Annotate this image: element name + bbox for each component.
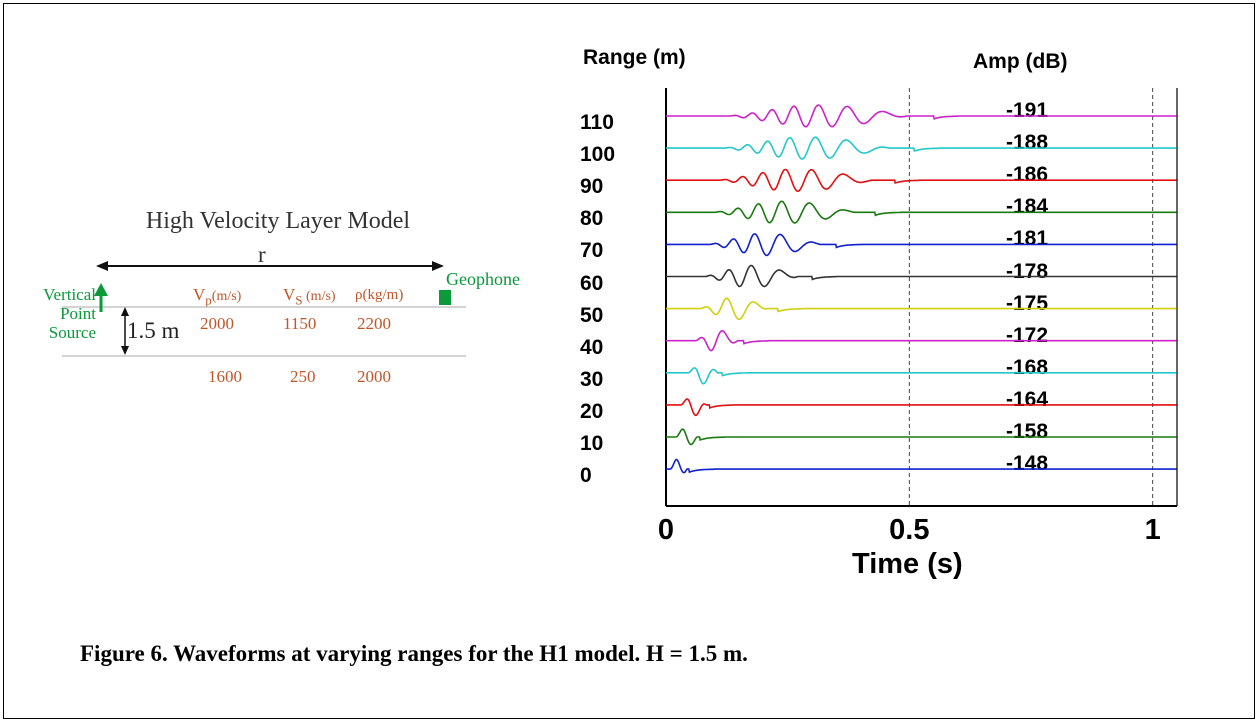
geophone-label: Geophone [446, 269, 520, 289]
waveform-trace-80 [666, 200, 1177, 224]
thickness-arrow-top-head [121, 307, 129, 316]
range-axis-header: Range (m) [583, 46, 686, 69]
waveform-trace-60 [666, 264, 1177, 288]
x-axis-label: Time (s) [852, 548, 963, 580]
waveform-trace-40 [666, 329, 1177, 352]
range-arrow-left-head [96, 261, 108, 271]
layer1-vp: 2000 [200, 314, 234, 333]
source-label: Vertical Point Source [43, 285, 96, 342]
range-label: 90 [580, 175, 604, 199]
x-tick-label: 0.5 [889, 514, 930, 546]
layer1-vs: 1150 [283, 314, 317, 333]
waveform-trace-50 [666, 297, 1177, 321]
x-tick-label: 1 [1144, 514, 1161, 546]
figure-frame [3, 3, 1255, 719]
waveform-trace-20 [666, 398, 1177, 417]
x-tick-label: 0 [657, 514, 675, 546]
layer2-vp: 1600 [208, 367, 242, 386]
waveform-trace-70 [666, 233, 1177, 257]
range-arrow-right-head [432, 261, 444, 271]
range-label: 30 [580, 367, 604, 391]
amp-axis-header: Amp (dB) [973, 50, 1068, 73]
layer2-vs: 250 [290, 367, 316, 386]
waveform-trace-10 [666, 428, 1177, 446]
model-title: High Velocity Layer Model [145, 208, 411, 234]
vp-header: Vp(m/s) [193, 285, 242, 308]
range-label: 0 [580, 464, 592, 488]
thickness-arrow-bottom-head [121, 346, 129, 355]
range-label: 10 [580, 432, 604, 455]
waveform-trace-0 [666, 458, 1177, 474]
source-arrow-head-icon [94, 283, 108, 296]
waveform-trace-90 [666, 168, 1177, 193]
range-label: 40 [580, 335, 604, 359]
waveform-trace-100 [666, 136, 1177, 160]
layer2-rho: 2000 [357, 367, 391, 386]
vs-header: VS (m/s) [283, 285, 336, 308]
range-label: 110 [580, 111, 614, 134]
geophone-icon [439, 290, 451, 305]
layer-thickness-label: 1.5 m [127, 318, 180, 343]
rho-header: ρ(kg/m) [355, 287, 404, 303]
layer1-rho: 2200 [357, 314, 391, 333]
range-label: 50 [580, 303, 604, 327]
waveform-trace-110 [666, 104, 1177, 128]
waveform-trace-30 [666, 367, 1177, 385]
range-label: 100 [580, 143, 616, 167]
range-label: 60 [580, 271, 604, 295]
range-r-label: r [258, 242, 266, 267]
range-label: 20 [580, 399, 604, 423]
range-label: 80 [580, 207, 604, 231]
figure-caption: Figure 6. Waveforms at varying ranges fo… [80, 641, 748, 666]
range-label: 70 [580, 239, 604, 263]
